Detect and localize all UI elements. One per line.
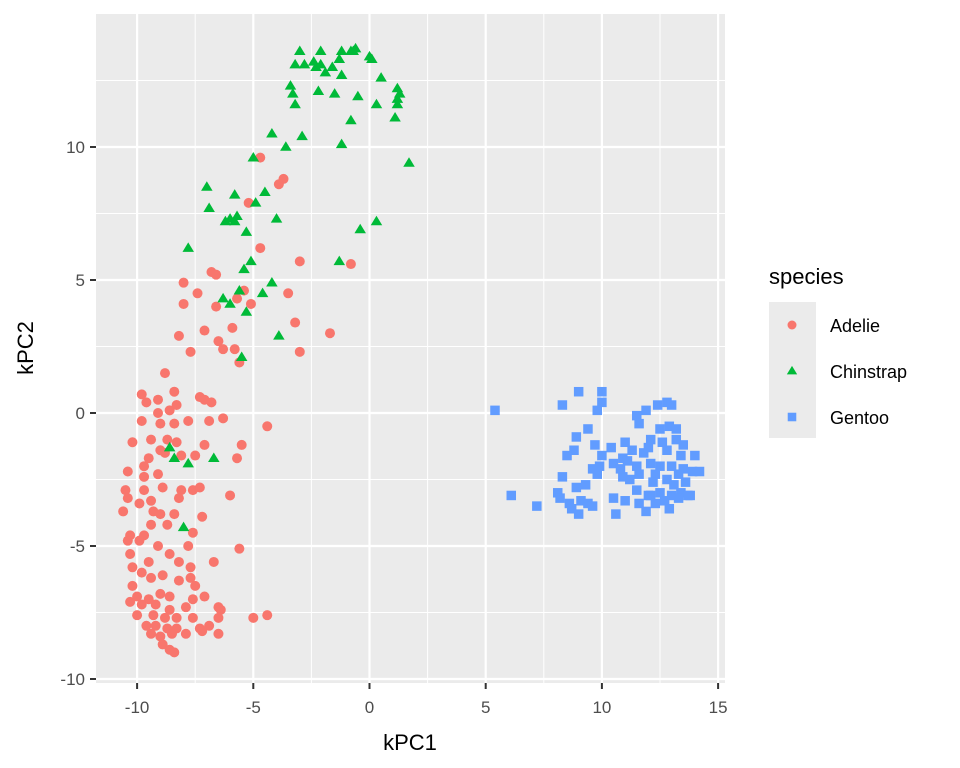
legend-title: species <box>769 264 844 289</box>
x-tick-label: 15 <box>709 698 728 717</box>
plot-panel <box>96 14 725 683</box>
legend-item-adelie: Adelie <box>787 316 880 336</box>
y-tick-label: 0 <box>76 404 85 423</box>
legend-label: Chinstrap <box>830 362 907 382</box>
y-tick-label: 5 <box>76 271 85 290</box>
legend-label: Gentoo <box>830 408 889 428</box>
y-tick-label: -5 <box>70 537 85 556</box>
legend: species Adelie Chinstrap Gentoo <box>769 264 907 438</box>
x-tick-label: -10 <box>125 698 150 717</box>
x-axis-title: kPC1 <box>383 730 437 755</box>
grid-major <box>96 14 725 683</box>
legend-item-gentoo: Gentoo <box>787 408 889 428</box>
triangle-icon <box>786 365 798 375</box>
y-tick-label: -10 <box>60 670 85 689</box>
square-icon <box>787 412 797 422</box>
y-tick-label: 10 <box>66 138 85 157</box>
y-axis: -10 -5 0 5 10 <box>60 138 96 689</box>
series-chinstrap <box>163 42 415 532</box>
y-axis-title: kPC2 <box>13 321 38 375</box>
legend-item-chinstrap: Chinstrap <box>786 362 907 382</box>
x-tick-label: 10 <box>592 698 611 717</box>
x-axis: -10 -5 0 5 10 15 <box>125 683 728 717</box>
grid-minor <box>78 14 725 683</box>
data-points <box>118 42 705 658</box>
x-tick-label: 0 <box>365 698 374 717</box>
x-tick-label: 5 <box>481 698 490 717</box>
series-adelie <box>118 152 356 658</box>
circle-icon <box>787 320 797 330</box>
series-gentoo <box>490 386 705 519</box>
x-tick-label: -5 <box>246 698 261 717</box>
legend-label: Adelie <box>830 316 880 336</box>
